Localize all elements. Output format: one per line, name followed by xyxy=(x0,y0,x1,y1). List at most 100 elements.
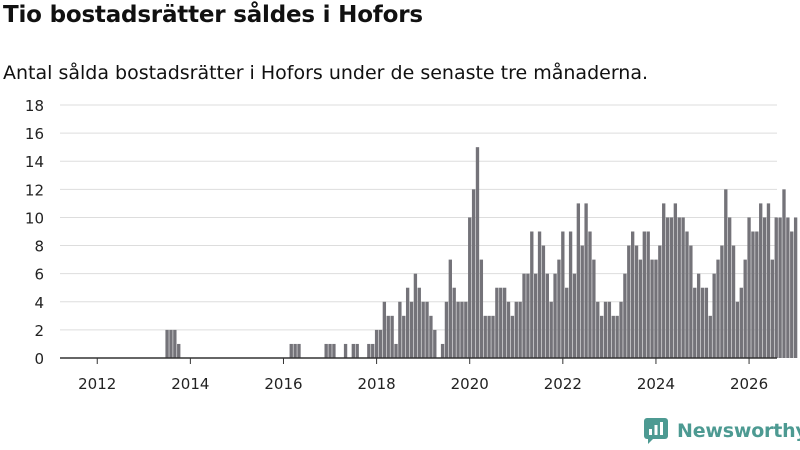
brand-name: Newsworthy xyxy=(677,420,800,442)
bar xyxy=(689,245,693,358)
bar xyxy=(409,301,414,358)
bar xyxy=(297,343,301,358)
bar xyxy=(499,287,503,358)
bar xyxy=(681,217,685,358)
bar xyxy=(417,287,421,358)
bar xyxy=(448,259,452,358)
y-tick-label: 10 xyxy=(25,209,44,227)
bar xyxy=(693,287,697,358)
bar xyxy=(712,273,716,358)
bar xyxy=(452,287,456,358)
bar xyxy=(631,231,635,358)
y-tick-label: 2 xyxy=(34,322,44,340)
y-tick-label: 4 xyxy=(34,294,44,312)
y-tick-label: 0 xyxy=(34,350,44,368)
bar xyxy=(588,231,592,358)
bar xyxy=(685,231,689,358)
bar xyxy=(599,315,604,358)
bar xyxy=(343,343,348,358)
bar xyxy=(479,259,484,358)
bar xyxy=(506,301,511,358)
chart-subtitle: Antal sålda bostadsrätter i Hofors under… xyxy=(3,62,649,84)
bar xyxy=(572,273,577,358)
bar xyxy=(382,301,387,358)
bar xyxy=(638,259,643,358)
bar xyxy=(778,217,782,358)
y-tick-label: 16 xyxy=(25,125,44,143)
chart-title: Tio bostadsrätter såldes i Hofors xyxy=(3,2,423,28)
bar xyxy=(526,273,530,358)
bar xyxy=(592,259,596,358)
bar xyxy=(576,203,581,358)
bar xyxy=(328,343,332,358)
bar xyxy=(367,343,371,358)
bar xyxy=(173,329,177,358)
bar xyxy=(650,259,654,358)
bar xyxy=(475,147,480,358)
bar xyxy=(782,189,786,358)
bar xyxy=(460,301,464,358)
bar xyxy=(324,343,328,358)
bar xyxy=(530,231,534,358)
bar xyxy=(378,329,383,358)
bar xyxy=(440,343,445,358)
bar xyxy=(755,231,759,358)
bar xyxy=(720,245,724,358)
bar xyxy=(398,301,402,358)
bar xyxy=(464,301,468,358)
bar xyxy=(293,343,297,358)
bar xyxy=(735,301,740,358)
bar xyxy=(770,259,775,358)
bar xyxy=(413,273,418,358)
bar xyxy=(553,273,557,358)
y-tick-label: 6 xyxy=(34,266,44,284)
x-tick-label: 2022 xyxy=(544,375,582,393)
bar xyxy=(646,231,650,358)
bar xyxy=(518,301,522,358)
bar xyxy=(483,315,487,358)
bar xyxy=(790,231,794,358)
bar xyxy=(549,301,553,358)
bar xyxy=(355,343,359,358)
bar xyxy=(766,203,771,358)
x-tick-label: 2026 xyxy=(730,375,768,393)
y-tick-label: 8 xyxy=(34,238,44,256)
y-tick-label: 14 xyxy=(25,153,44,171)
bar xyxy=(634,245,639,358)
bar xyxy=(751,231,755,358)
bar xyxy=(444,301,449,358)
bar xyxy=(561,231,565,358)
bar xyxy=(615,315,619,358)
bar xyxy=(642,231,646,358)
bar xyxy=(545,273,549,358)
bar xyxy=(177,343,181,358)
x-tick-label: 2024 xyxy=(637,375,675,393)
bar xyxy=(607,301,612,358)
x-tick-label: 2012 xyxy=(78,375,116,393)
bar xyxy=(374,329,379,358)
bar xyxy=(371,343,375,358)
bar xyxy=(580,245,584,358)
bar xyxy=(487,315,491,358)
bar xyxy=(704,287,709,358)
bar xyxy=(351,343,355,358)
x-tick-label: 2016 xyxy=(264,375,302,393)
bar xyxy=(534,273,538,358)
bar xyxy=(332,343,336,358)
bar xyxy=(169,329,173,358)
bar xyxy=(654,259,658,358)
bar xyxy=(394,343,398,358)
bar xyxy=(537,231,542,358)
bar xyxy=(514,301,518,358)
bar xyxy=(786,217,790,358)
bar xyxy=(425,301,429,358)
bar xyxy=(774,217,778,358)
newsworthy-logo[interactable]: Newsworthy xyxy=(644,418,800,444)
bar xyxy=(623,273,627,358)
bar xyxy=(165,329,169,358)
bar xyxy=(386,315,390,358)
bar xyxy=(502,287,507,358)
bar xyxy=(390,315,394,358)
bar xyxy=(402,315,406,358)
bar xyxy=(433,329,437,358)
